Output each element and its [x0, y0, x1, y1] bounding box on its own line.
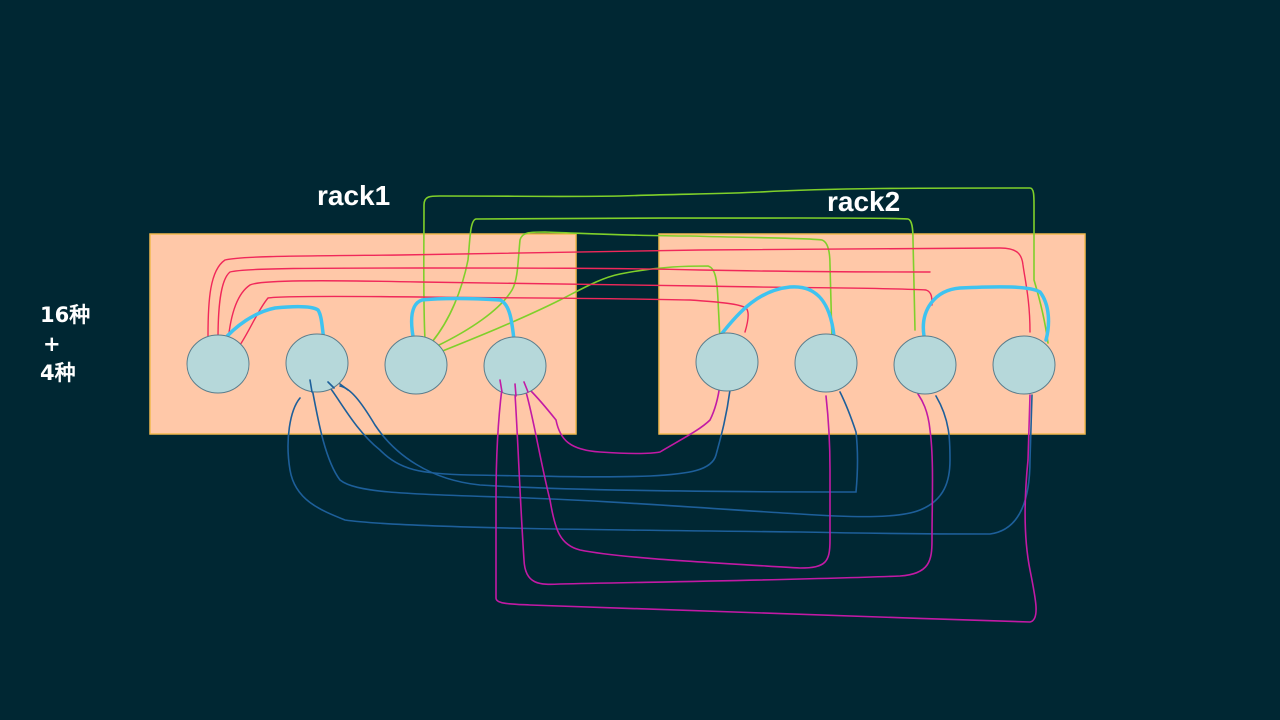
- blue-link-stub: [309, 379, 349, 393]
- server-node[interactable]: [992, 335, 1056, 395]
- server-node[interactable]: [186, 334, 250, 394]
- cyan-link: [220, 304, 326, 344]
- note-line-1: 16种: [40, 303, 91, 327]
- green-link: [431, 217, 916, 343]
- variant-count-note: 16种 + 4种: [40, 301, 90, 388]
- magenta-links: [495, 383, 1037, 623]
- rack2-nodes: [695, 332, 1056, 395]
- green-link: [439, 265, 721, 353]
- blue-link: [287, 394, 1033, 535]
- link-stubs: [309, 379, 529, 397]
- red-link: [227, 280, 933, 343]
- green-link: [422, 187, 1049, 344]
- rack1-box: [149, 233, 577, 435]
- red-link: [207, 247, 1031, 337]
- note-line-3: 4种: [40, 361, 76, 385]
- rack1-label: rack1: [317, 180, 391, 211]
- red-link: [217, 267, 931, 341]
- magenta-link-stub: [499, 379, 529, 397]
- cyan-link: [718, 285, 836, 338]
- server-node[interactable]: [384, 335, 448, 395]
- blue-link: [311, 387, 951, 518]
- magenta-link: [495, 387, 1037, 623]
- green-links: [422, 187, 1049, 353]
- magenta-link: [514, 393, 934, 586]
- cyan-link: [409, 296, 516, 344]
- cyan-link: [921, 285, 1051, 342]
- server-node[interactable]: [794, 333, 858, 393]
- server-node[interactable]: [695, 332, 759, 392]
- green-link: [436, 231, 833, 347]
- blue-link: [339, 385, 859, 493]
- server-node[interactable]: [285, 333, 349, 393]
- note-line-2: +: [43, 332, 61, 356]
- cyan-links: [220, 285, 1051, 344]
- rack2-label: rack2: [827, 186, 901, 217]
- server-node[interactable]: [893, 335, 957, 395]
- blue-links: [287, 384, 1033, 535]
- magenta-link: [529, 383, 721, 455]
- blue-link: [327, 384, 731, 478]
- magenta-link: [525, 391, 831, 569]
